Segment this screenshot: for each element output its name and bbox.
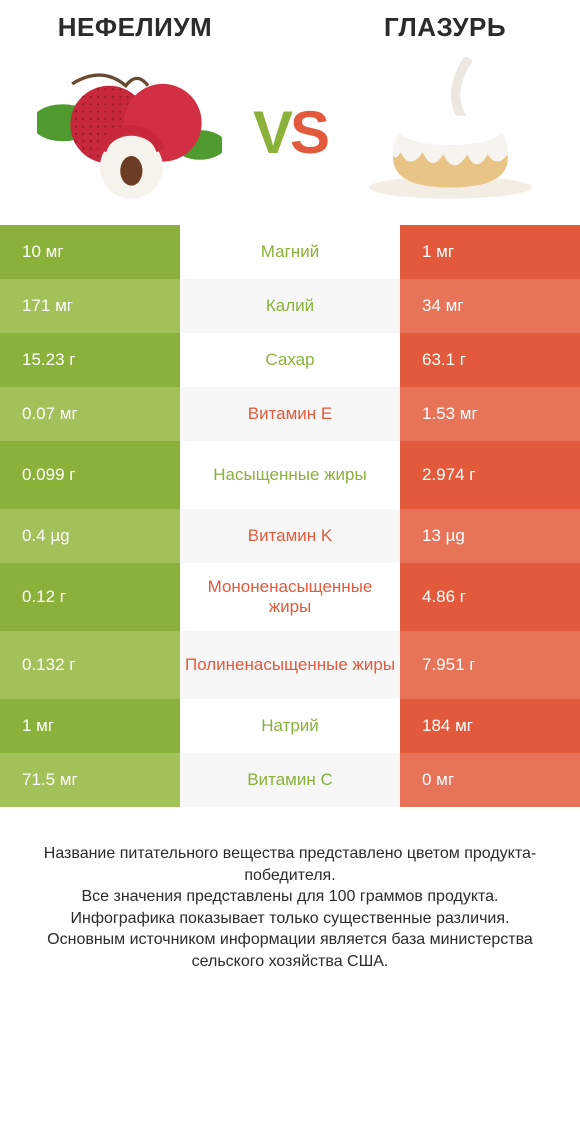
right-title: ГЛАЗУРЬ xyxy=(330,12,560,43)
right-value: 184 мг xyxy=(400,699,580,753)
footer-line-1: Название питательного вещества представл… xyxy=(28,843,552,886)
left-value: 0.12 г xyxy=(0,563,180,631)
title-spacer xyxy=(250,12,330,43)
table-row: 0.132 гПолиненасыщенные жиры7.951 г xyxy=(0,631,580,699)
lychee-icon xyxy=(37,57,222,207)
right-value: 0 мг xyxy=(400,753,580,807)
comparison-table: 10 мгМагний1 мг171 мгКалий34 мг15.23 гСа… xyxy=(0,225,580,807)
left-value: 10 мг xyxy=(0,225,180,279)
table-row: 1 мгНатрий184 мг xyxy=(0,699,580,753)
table-row: 71.5 мгВитамин C0 мг xyxy=(0,753,580,807)
right-image xyxy=(345,57,556,207)
vs-v: V xyxy=(253,99,290,166)
table-row: 10 мгМагний1 мг xyxy=(0,225,580,279)
footer-line-3: Инфографика показывает только существенн… xyxy=(28,908,552,930)
nutrient-label: Магний xyxy=(180,225,400,279)
nutrient-label: Насыщенные жиры xyxy=(180,441,400,509)
right-value: 34 мг xyxy=(400,279,580,333)
vs-s: S xyxy=(290,99,327,166)
right-value: 2.974 г xyxy=(400,441,580,509)
left-title: НЕФЕЛИУМ xyxy=(20,12,250,43)
table-row: 0.099 гНасыщенные жиры2.974 г xyxy=(0,441,580,509)
hero-row: VS xyxy=(0,51,580,225)
nutrient-label: Сахар xyxy=(180,333,400,387)
table-row: 0.4 µgВитамин K13 µg xyxy=(0,509,580,563)
right-value: 13 µg xyxy=(400,509,580,563)
left-value: 0.4 µg xyxy=(0,509,180,563)
glaze-cake-icon xyxy=(358,57,543,207)
left-title-col: НЕФЕЛИУМ xyxy=(20,12,250,43)
nutrient-label: Калий xyxy=(180,279,400,333)
left-value: 171 мг xyxy=(0,279,180,333)
table-row: 0.07 мгВитамин E1.53 мг xyxy=(0,387,580,441)
left-image xyxy=(24,57,235,207)
right-value: 63.1 г xyxy=(400,333,580,387)
right-value: 1.53 мг xyxy=(400,387,580,441)
title-row: НЕФЕЛИУМ ГЛАЗУРЬ xyxy=(0,0,580,51)
right-value: 4.86 г xyxy=(400,563,580,631)
nutrient-label: Полиненасыщенные жиры xyxy=(180,631,400,699)
left-value: 0.07 мг xyxy=(0,387,180,441)
right-value: 7.951 г xyxy=(400,631,580,699)
footer-line-2: Все значения представлены для 100 граммо… xyxy=(28,886,552,908)
infographic-root: НЕФЕЛИУМ ГЛАЗУРЬ xyxy=(0,0,580,973)
right-title-col: ГЛАЗУРЬ xyxy=(330,12,560,43)
table-row: 171 мгКалий34 мг xyxy=(0,279,580,333)
footer-notes: Название питательного вещества представл… xyxy=(0,807,580,973)
left-value: 0.132 г xyxy=(0,631,180,699)
table-row: 0.12 гМононенасыщенные жиры4.86 г xyxy=(0,563,580,631)
nutrient-label: Мононенасыщенные жиры xyxy=(180,563,400,631)
nutrient-label: Натрий xyxy=(180,699,400,753)
table-row: 15.23 гСахар63.1 г xyxy=(0,333,580,387)
nutrient-label: Витамин C xyxy=(180,753,400,807)
left-value: 0.099 г xyxy=(0,441,180,509)
nutrient-label: Витамин K xyxy=(180,509,400,563)
vs-badge: VS xyxy=(235,98,345,167)
left-value: 1 мг xyxy=(0,699,180,753)
right-value: 1 мг xyxy=(400,225,580,279)
nutrient-label: Витамин E xyxy=(180,387,400,441)
footer-line-4: Основным источником информации является … xyxy=(28,929,552,972)
left-value: 71.5 мг xyxy=(0,753,180,807)
left-value: 15.23 г xyxy=(0,333,180,387)
